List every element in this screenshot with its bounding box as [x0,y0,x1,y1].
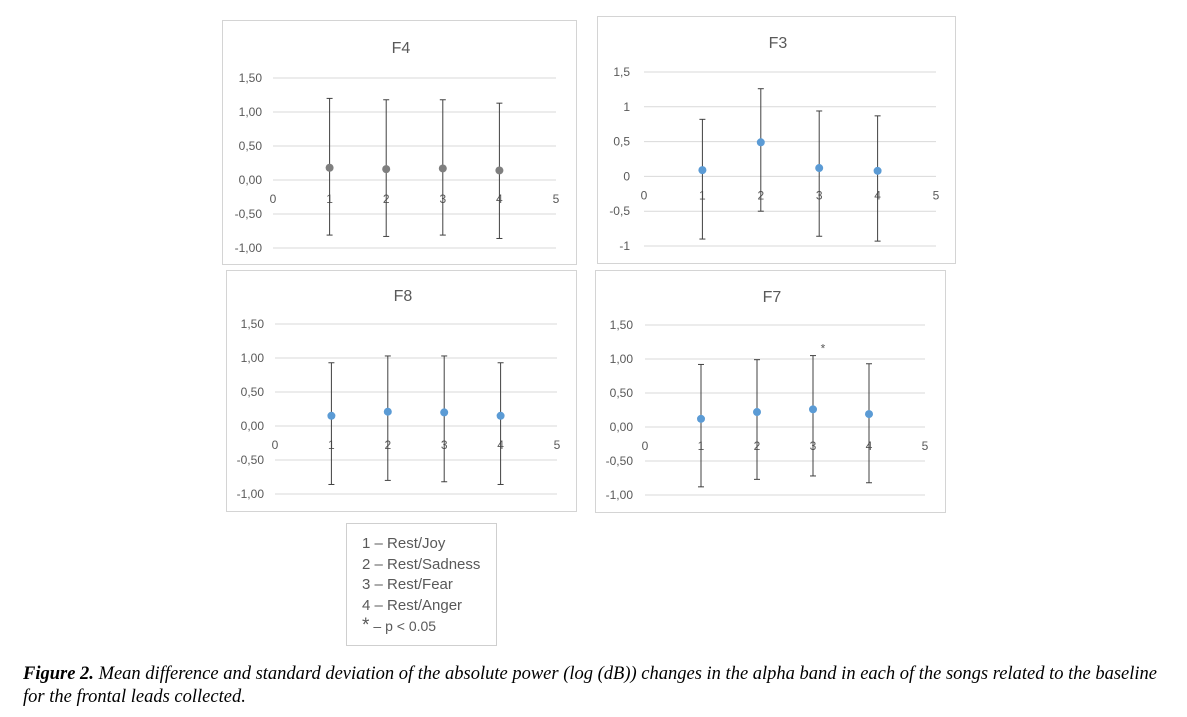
chart-title: F4 [392,40,411,57]
significance-marker: * [821,342,826,356]
chart-f3: F31,510,50-0,5-1012345 [609,35,940,253]
chart-title: F8 [394,288,413,305]
y-tick-label: 0,00 [610,420,634,434]
caption-text: Mean difference and standard deviation o… [23,664,1157,707]
y-tick-label: -0,50 [237,453,265,467]
chart-title: F3 [769,35,788,52]
data-point [495,166,504,175]
data-point [753,408,761,417]
chart-f7: F71,501,000,500,00-0,50-1,00012345* [606,289,929,502]
chart-panel-f7: F71,501,000,500,00-0,50-1,00012345* [595,270,946,513]
y-tick-label: 1,5 [613,65,630,79]
y-tick-label: 0,50 [610,386,634,400]
data-point [438,164,447,173]
data-point [383,407,392,416]
y-tick-label: -1,00 [237,487,265,501]
data-point [815,164,824,173]
y-tick-label: 0,50 [241,385,265,399]
x-tick-label: 5 [554,438,561,452]
data-point [440,408,449,417]
x-tick-label: 0 [270,192,277,206]
data-point [873,166,882,175]
legend-item-significance: * – p < 0.05 [362,615,496,637]
chart-panel-f3: F31,510,50-0,5-1012345 [597,16,956,264]
figure-caption: Figure 2. Mean difference and standard d… [23,663,1173,709]
chart-f4: F41,501,000,500,00-0,50-1,00012345 [235,40,560,255]
x-tick-label: 0 [642,439,649,453]
x-tick-label: 5 [922,439,929,453]
y-tick-label: 0,50 [239,139,263,153]
y-tick-label: 1,50 [610,318,634,332]
y-tick-label: -0,5 [609,204,630,218]
y-tick-label: 1,50 [239,71,263,85]
y-tick-label: 1,00 [610,352,634,366]
y-tick-label: -1,00 [606,488,634,502]
y-tick-label: 1,00 [239,105,263,119]
y-tick-label: -0,50 [235,207,263,221]
data-point [756,138,765,147]
significance-text: – p < 0.05 [373,618,437,634]
x-tick-label: 0 [641,188,648,202]
data-point [327,411,336,420]
y-tick-label: 0,00 [239,173,263,187]
legend-item-3: 3 – Rest/Fear [362,576,453,593]
legend-item-4: 4 – Rest/Anger [362,596,463,614]
y-tick-label: 1,50 [241,317,265,331]
y-tick-label: 0,5 [613,135,630,149]
data-point [382,165,391,174]
y-tick-label: -1 [619,239,630,253]
data-point [865,410,873,419]
y-tick-label: -0,50 [606,454,634,468]
data-point [697,414,705,423]
x-tick-label: 0 [272,438,279,452]
chart-f8: F81,501,000,500,00-0,50-1,00012345 [237,288,561,501]
x-tick-label: 5 [553,192,560,206]
legend: 1 – Rest/Joy 2 – Rest/Sadness 3 – Rest/F… [346,523,497,646]
legend-item-2: 2 – Rest/Sadness [362,555,481,573]
caption-label: Figure 2. [23,664,94,684]
data-point [809,405,817,414]
x-tick-label: 5 [933,188,940,202]
y-tick-label: 1 [623,100,630,114]
chart-panel-f8: F81,501,000,500,00-0,50-1,00012345 [226,270,577,512]
chart-title: F7 [763,289,782,306]
chart-panel-f4: F41,501,000,500,00-0,50-1,00012345 [222,20,577,265]
y-tick-label: 0,00 [241,419,265,433]
data-point [325,163,334,172]
y-tick-label: 0 [623,169,630,183]
legend-item-1: 1 – Rest/Joy [362,535,446,552]
y-tick-label: 1,00 [241,351,265,365]
data-point [496,411,505,420]
y-tick-label: -1,00 [235,241,263,255]
significance-star: * [362,615,370,636]
data-point [698,166,707,175]
